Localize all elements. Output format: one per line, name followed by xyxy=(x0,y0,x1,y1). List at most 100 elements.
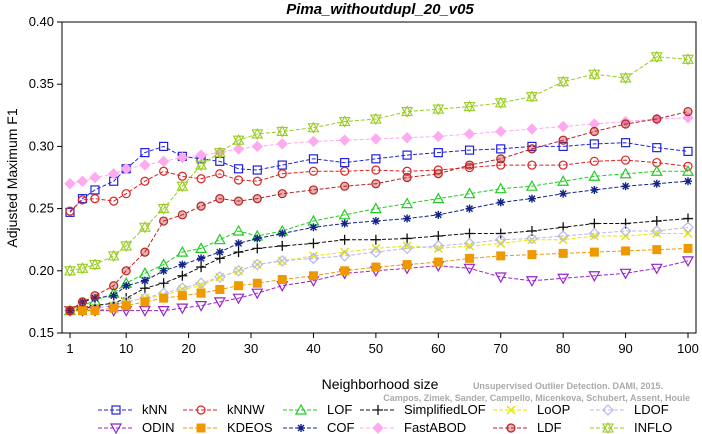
data-point xyxy=(402,260,412,270)
data-point xyxy=(340,181,350,191)
data-point xyxy=(121,189,131,199)
y-axis-ticks: 0.15 0.20 0.25 0.30 0.35 0.40 xyxy=(29,14,62,340)
data-point xyxy=(682,221,694,234)
data-point xyxy=(307,252,320,265)
data-point xyxy=(213,271,226,283)
data-point xyxy=(369,112,382,126)
legend-item: ODIN xyxy=(98,420,175,434)
data-point xyxy=(308,154,319,164)
data-point xyxy=(159,293,169,303)
data-point xyxy=(64,264,76,277)
data-point xyxy=(558,135,568,145)
data-point xyxy=(338,115,351,128)
x-axis-label: Neighborhood size xyxy=(322,376,439,392)
legend-item: LDF xyxy=(493,420,562,434)
data-point xyxy=(195,242,208,254)
data-point xyxy=(401,105,414,118)
data-point xyxy=(276,125,289,138)
data-point xyxy=(588,118,601,130)
legend-marker xyxy=(506,423,516,433)
data-point xyxy=(465,253,475,263)
data-point xyxy=(252,165,262,175)
data-point xyxy=(140,297,150,307)
series-line xyxy=(70,247,689,312)
legend-label: SimplifiedLOF xyxy=(404,402,486,417)
data-point xyxy=(90,306,100,316)
data-point xyxy=(557,174,570,186)
data-point xyxy=(196,201,206,211)
data-point xyxy=(308,185,319,195)
legend-item: SimplifiedLOF xyxy=(360,402,486,417)
data-point xyxy=(496,251,506,261)
data-point xyxy=(90,291,100,301)
data-point xyxy=(402,233,413,244)
data-point xyxy=(370,133,382,145)
data-point xyxy=(277,169,287,179)
legend-label: FastABOD xyxy=(404,420,466,434)
data-point xyxy=(588,227,601,240)
data-point xyxy=(177,210,187,220)
data-point xyxy=(370,246,382,258)
series-layer xyxy=(63,50,695,317)
data-point xyxy=(527,141,537,151)
legend-label: ODIN xyxy=(142,420,175,434)
data-point xyxy=(121,266,131,276)
data-point xyxy=(177,270,188,281)
data-point xyxy=(433,230,444,241)
data-point xyxy=(339,234,350,245)
data-point xyxy=(109,196,119,206)
data-point xyxy=(233,175,244,185)
data-point xyxy=(464,162,475,173)
data-point xyxy=(558,235,568,245)
data-point xyxy=(559,189,568,198)
data-point xyxy=(252,194,262,204)
data-point xyxy=(496,238,506,248)
data-point xyxy=(253,234,262,243)
data-point xyxy=(140,276,149,285)
data-point xyxy=(234,281,244,291)
data-point xyxy=(650,165,663,176)
data-point xyxy=(213,233,226,245)
x-tick-label: 10 xyxy=(119,341,133,356)
data-point xyxy=(122,281,131,290)
data-point xyxy=(557,120,569,133)
x-tick-label: 90 xyxy=(618,341,632,356)
data-point xyxy=(433,148,443,158)
data-point xyxy=(159,266,168,275)
legend-label: kNN xyxy=(142,402,167,417)
data-point xyxy=(433,165,443,175)
data-point xyxy=(195,158,208,172)
data-point xyxy=(619,225,632,237)
data-point xyxy=(401,197,414,209)
data-point xyxy=(307,135,320,148)
data-point xyxy=(496,160,506,170)
data-point xyxy=(371,262,381,272)
data-point xyxy=(120,163,132,175)
legend-marker xyxy=(506,405,516,415)
legend-marker xyxy=(373,405,383,415)
data-point xyxy=(65,206,75,216)
y-axis-label: Adjusted Maximum F1 xyxy=(4,108,20,247)
data-point xyxy=(340,166,350,176)
data-point xyxy=(494,233,507,246)
data-point xyxy=(683,243,693,253)
data-point xyxy=(196,262,207,273)
data-point xyxy=(252,243,263,254)
data-point xyxy=(432,130,445,143)
data-point xyxy=(496,144,506,154)
data-point xyxy=(589,218,600,229)
legend-marker xyxy=(602,421,614,434)
data-point xyxy=(109,291,118,300)
legend-item: kNN xyxy=(98,402,167,417)
data-point xyxy=(588,170,601,181)
data-point xyxy=(109,303,119,313)
data-point xyxy=(338,250,351,262)
series-line xyxy=(69,218,689,312)
data-point xyxy=(652,143,662,153)
data-point xyxy=(526,123,538,135)
x-tick-label: 40 xyxy=(306,341,320,356)
data-point xyxy=(463,100,476,113)
data-point xyxy=(494,182,507,194)
data-point xyxy=(176,151,189,164)
data-point xyxy=(620,155,631,165)
